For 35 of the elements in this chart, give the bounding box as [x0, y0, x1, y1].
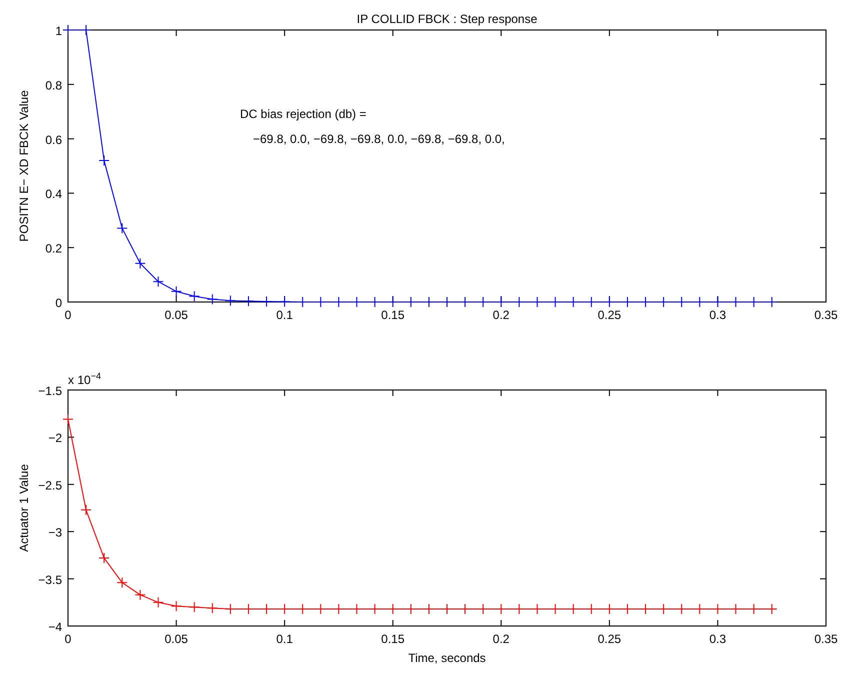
x-tick-label: 0.1 — [276, 308, 294, 322]
y-tick-label: 0.4 — [45, 187, 62, 202]
x-tick-label: 0 — [64, 632, 72, 646]
x-tick-label: 0.35 — [814, 632, 838, 646]
x-axis-title: Time, seconds — [408, 651, 486, 665]
y-tick-label: −1.5 — [38, 384, 62, 398]
x-tick-label: 0.35 — [814, 308, 838, 322]
annotation: −69.8, 0.0, −69.8, −69.8, 0.0, −69.8, −69.8, 0.0, — [253, 132, 505, 146]
x-tick-label: 0.1 — [276, 632, 294, 646]
x-tick-label: 0.05 — [164, 308, 188, 322]
y-tick-label: −2 — [48, 431, 62, 446]
text: x 10$^{−4}$ — [68, 371, 101, 387]
x-tick-label: 0.15 — [381, 632, 405, 646]
y-axis-title: Actuator 1 Value — [17, 464, 31, 552]
y-tick-label: 0.8 — [45, 78, 62, 92]
y-tick-label: 0.2 — [45, 242, 62, 256]
x-tick-label: 0.05 — [164, 632, 188, 646]
y-tick-label: −3 — [48, 526, 62, 540]
x-tick-label: 0.15 — [381, 308, 405, 322]
annotation: DC bias rejection (db) = — [240, 107, 366, 121]
x-tick-label: 0.3 — [709, 308, 726, 322]
x-tick-label: 0.25 — [598, 308, 622, 322]
x-tick-label: 0 — [64, 308, 72, 322]
y-tick-label: −4 — [48, 620, 62, 634]
x-tick-label: 0.2 — [492, 308, 510, 322]
y-tick-label: −3.5 — [38, 572, 62, 587]
chart-title: IP COLLID FBCK : Step response — [356, 12, 538, 26]
y-axis-title: POSITN E− XD FBCK Value — [17, 90, 31, 242]
x-tick-label: 0.3 — [709, 632, 726, 646]
x-tick-label: 0.25 — [598, 632, 622, 646]
y-tick-label: −2.5 — [38, 478, 62, 492]
y-tick-label: 0 — [55, 296, 62, 310]
y-tick-label: 1 — [55, 24, 62, 38]
x-tick-label: 0.2 — [492, 632, 510, 646]
y-tick-label: 0.6 — [45, 132, 62, 147]
